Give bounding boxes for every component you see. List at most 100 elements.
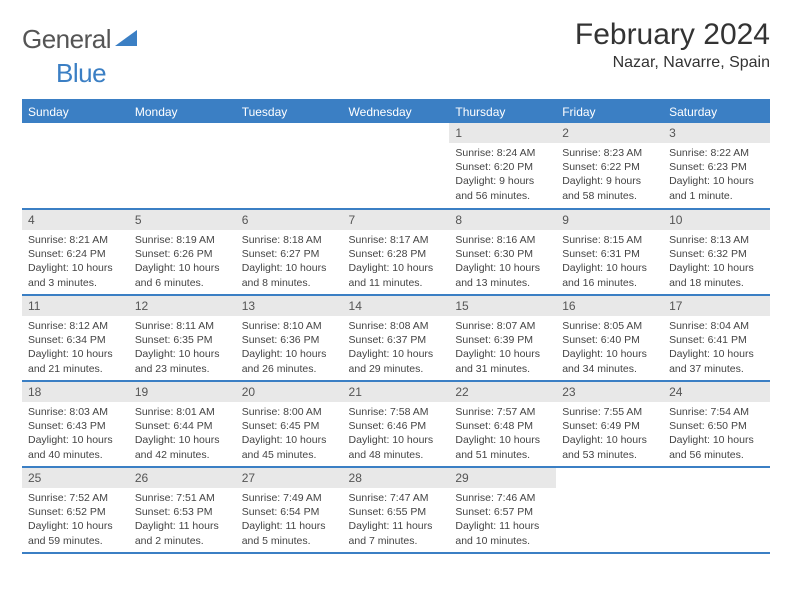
sunrise-text: Sunrise: 8:21 AM — [28, 233, 123, 247]
sunrise-text: Sunrise: 8:01 AM — [135, 405, 230, 419]
day-number: 27 — [236, 468, 343, 488]
daylight-text: Daylight: 11 hours and 10 minutes. — [455, 519, 550, 547]
day-number: 18 — [22, 382, 129, 402]
daylight-text: Daylight: 10 hours and 42 minutes. — [135, 433, 230, 461]
daylight-text: Daylight: 11 hours and 7 minutes. — [349, 519, 444, 547]
day-number: 11 — [22, 296, 129, 316]
calendar-week-row: 4Sunrise: 8:21 AMSunset: 6:24 PMDaylight… — [22, 209, 770, 295]
day-number: 7 — [343, 210, 450, 230]
sunset-text: Sunset: 6:26 PM — [135, 247, 230, 261]
daylight-text: Daylight: 10 hours and 37 minutes. — [669, 347, 764, 375]
day-number: 4 — [22, 210, 129, 230]
sunset-text: Sunset: 6:28 PM — [349, 247, 444, 261]
daylight-text: Daylight: 10 hours and 34 minutes. — [562, 347, 657, 375]
sunset-text: Sunset: 6:31 PM — [562, 247, 657, 261]
calendar-day-cell — [663, 467, 770, 553]
sunset-text: Sunset: 6:24 PM — [28, 247, 123, 261]
day-number: 3 — [663, 123, 770, 143]
calendar-week-row: 18Sunrise: 8:03 AMSunset: 6:43 PMDayligh… — [22, 381, 770, 467]
sunset-text: Sunset: 6:49 PM — [562, 419, 657, 433]
calendar-day-cell: 23Sunrise: 7:55 AMSunset: 6:49 PMDayligh… — [556, 381, 663, 467]
daylight-text: Daylight: 10 hours and 26 minutes. — [242, 347, 337, 375]
sunrise-text: Sunrise: 7:49 AM — [242, 491, 337, 505]
daylight-text: Daylight: 10 hours and 56 minutes. — [669, 433, 764, 461]
day-content: Sunrise: 8:12 AMSunset: 6:34 PMDaylight:… — [22, 316, 129, 380]
day-number: 29 — [449, 468, 556, 488]
daylight-text: Daylight: 10 hours and 6 minutes. — [135, 261, 230, 289]
day-number: 21 — [343, 382, 450, 402]
sunrise-text: Sunrise: 7:55 AM — [562, 405, 657, 419]
day-number: 9 — [556, 210, 663, 230]
sunset-text: Sunset: 6:32 PM — [669, 247, 764, 261]
day-content: Sunrise: 8:03 AMSunset: 6:43 PMDaylight:… — [22, 402, 129, 466]
daylight-text: Daylight: 10 hours and 13 minutes. — [455, 261, 550, 289]
day-content: Sunrise: 8:23 AMSunset: 6:22 PMDaylight:… — [556, 143, 663, 207]
sunrise-text: Sunrise: 8:05 AM — [562, 319, 657, 333]
day-content: Sunrise: 7:54 AMSunset: 6:50 PMDaylight:… — [663, 402, 770, 466]
sunset-text: Sunset: 6:43 PM — [28, 419, 123, 433]
day-content: Sunrise: 7:58 AMSunset: 6:46 PMDaylight:… — [343, 402, 450, 466]
calendar-day-cell: 20Sunrise: 8:00 AMSunset: 6:45 PMDayligh… — [236, 381, 343, 467]
weekday-header: Monday — [129, 100, 236, 123]
daylight-text: Daylight: 10 hours and 29 minutes. — [349, 347, 444, 375]
daylight-text: Daylight: 10 hours and 3 minutes. — [28, 261, 123, 289]
day-content: Sunrise: 7:51 AMSunset: 6:53 PMDaylight:… — [129, 488, 236, 552]
calendar-day-cell — [129, 123, 236, 209]
sunrise-text: Sunrise: 8:12 AM — [28, 319, 123, 333]
sunset-text: Sunset: 6:52 PM — [28, 505, 123, 519]
weekday-header: Saturday — [663, 100, 770, 123]
sunset-text: Sunset: 6:36 PM — [242, 333, 337, 347]
location: Nazar, Navarre, Spain — [575, 54, 770, 72]
sunset-text: Sunset: 6:57 PM — [455, 505, 550, 519]
day-content: Sunrise: 7:52 AMSunset: 6:52 PMDaylight:… — [22, 488, 129, 552]
day-number: 8 — [449, 210, 556, 230]
sunrise-text: Sunrise: 8:10 AM — [242, 319, 337, 333]
daylight-text: Daylight: 10 hours and 59 minutes. — [28, 519, 123, 547]
weekday-header: Thursday — [449, 100, 556, 123]
day-number — [663, 468, 770, 474]
sunrise-text: Sunrise: 8:00 AM — [242, 405, 337, 419]
calendar-day-cell: 13Sunrise: 8:10 AMSunset: 6:36 PMDayligh… — [236, 295, 343, 381]
sunrise-text: Sunrise: 8:13 AM — [669, 233, 764, 247]
day-number: 15 — [449, 296, 556, 316]
sunset-text: Sunset: 6:27 PM — [242, 247, 337, 261]
weekday-header: Wednesday — [343, 100, 450, 123]
sunset-text: Sunset: 6:53 PM — [135, 505, 230, 519]
sunrise-text: Sunrise: 8:03 AM — [28, 405, 123, 419]
day-content: Sunrise: 8:10 AMSunset: 6:36 PMDaylight:… — [236, 316, 343, 380]
daylight-text: Daylight: 10 hours and 48 minutes. — [349, 433, 444, 461]
day-content: Sunrise: 8:22 AMSunset: 6:23 PMDaylight:… — [663, 143, 770, 207]
sunset-text: Sunset: 6:30 PM — [455, 247, 550, 261]
sunset-text: Sunset: 6:45 PM — [242, 419, 337, 433]
sunrise-text: Sunrise: 8:17 AM — [349, 233, 444, 247]
day-content: Sunrise: 7:47 AMSunset: 6:55 PMDaylight:… — [343, 488, 450, 552]
calendar-day-cell: 3Sunrise: 8:22 AMSunset: 6:23 PMDaylight… — [663, 123, 770, 209]
sunrise-text: Sunrise: 8:04 AM — [669, 319, 764, 333]
calendar-body: 1Sunrise: 8:24 AMSunset: 6:20 PMDaylight… — [22, 123, 770, 553]
day-content: Sunrise: 8:24 AMSunset: 6:20 PMDaylight:… — [449, 143, 556, 207]
sunset-text: Sunset: 6:34 PM — [28, 333, 123, 347]
sunrise-text: Sunrise: 8:16 AM — [455, 233, 550, 247]
day-content: Sunrise: 8:04 AMSunset: 6:41 PMDaylight:… — [663, 316, 770, 380]
calendar-day-cell: 28Sunrise: 7:47 AMSunset: 6:55 PMDayligh… — [343, 467, 450, 553]
daylight-text: Daylight: 10 hours and 21 minutes. — [28, 347, 123, 375]
sunset-text: Sunset: 6:50 PM — [669, 419, 764, 433]
day-number — [343, 123, 450, 129]
daylight-text: Daylight: 10 hours and 1 minute. — [669, 174, 764, 202]
day-content: Sunrise: 8:00 AMSunset: 6:45 PMDaylight:… — [236, 402, 343, 466]
daylight-text: Daylight: 10 hours and 11 minutes. — [349, 261, 444, 289]
calendar-day-cell: 2Sunrise: 8:23 AMSunset: 6:22 PMDaylight… — [556, 123, 663, 209]
logo-text-2: Blue — [22, 58, 106, 88]
day-number: 17 — [663, 296, 770, 316]
day-number: 1 — [449, 123, 556, 143]
sunrise-text: Sunrise: 8:08 AM — [349, 319, 444, 333]
day-number: 23 — [556, 382, 663, 402]
calendar-day-cell: 1Sunrise: 8:24 AMSunset: 6:20 PMDaylight… — [449, 123, 556, 209]
sunset-text: Sunset: 6:55 PM — [349, 505, 444, 519]
sunset-text: Sunset: 6:37 PM — [349, 333, 444, 347]
logo-text-1: General — [22, 24, 111, 55]
calendar-day-cell: 24Sunrise: 7:54 AMSunset: 6:50 PMDayligh… — [663, 381, 770, 467]
calendar-day-cell: 9Sunrise: 8:15 AMSunset: 6:31 PMDaylight… — [556, 209, 663, 295]
day-number: 14 — [343, 296, 450, 316]
day-content: Sunrise: 7:46 AMSunset: 6:57 PMDaylight:… — [449, 488, 556, 552]
